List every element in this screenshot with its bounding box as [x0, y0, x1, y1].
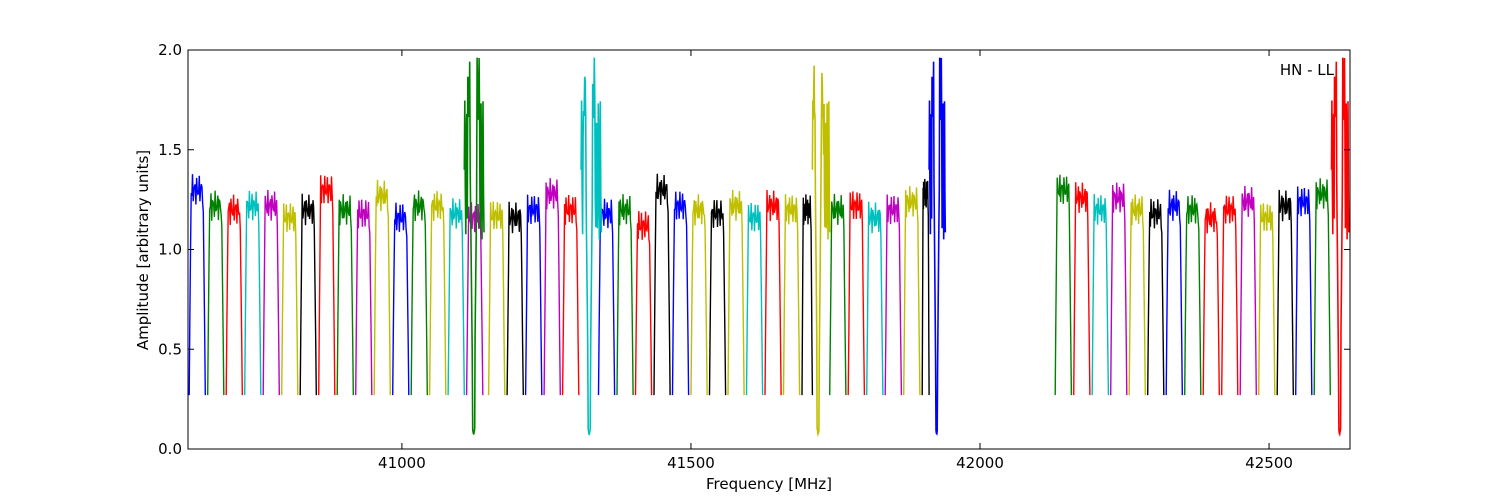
annotation-label: HN - LL: [1280, 61, 1335, 79]
series-line: [1072, 182, 1091, 396]
series-line: [281, 203, 299, 396]
series-line: [207, 190, 225, 396]
series-line: [225, 194, 243, 396]
series-line: [262, 189, 280, 396]
series-line: [634, 211, 653, 396]
series-line: [1054, 174, 1073, 396]
y-axis-label: Amplitude [arbitrary units]: [134, 150, 152, 350]
series-line: [921, 178, 930, 396]
series-line: [1165, 189, 1184, 396]
series-line: [299, 193, 317, 396]
series-line: [355, 199, 373, 396]
rfi-spike-line: [928, 57, 947, 436]
y-tick-label: 1.5: [158, 141, 182, 159]
series-line: [653, 173, 671, 396]
series-line: [244, 190, 262, 396]
series-line: [782, 194, 801, 396]
series-line: [392, 202, 410, 396]
series-line: [1220, 195, 1239, 396]
series-line: [188, 174, 206, 396]
series-line: [487, 201, 506, 396]
series-line: [801, 194, 814, 396]
y-axis-ticks: 0.0 0.5 1.0 1.5 2.0: [158, 41, 1350, 458]
series-line: [1294, 186, 1313, 396]
series-line: [884, 194, 903, 396]
series-line: [410, 190, 428, 396]
x-axis-ticks: 41000 41500 42000 42500: [378, 50, 1293, 472]
y-tick-label: 2.0: [158, 41, 182, 59]
series-line: [847, 191, 866, 396]
y-tick-label: 1.0: [158, 241, 182, 259]
series-line: [561, 194, 580, 396]
plot-frame: [187, 49, 1351, 450]
x-tick-label: 41000: [378, 454, 426, 472]
series-line: [543, 178, 561, 396]
x-axis-label: Frequency [MHz]: [706, 475, 832, 493]
series-line: [318, 175, 336, 396]
series-line: [447, 198, 465, 396]
series-line: [1183, 195, 1202, 396]
series-line: [1202, 202, 1221, 396]
series-layer: [188, 57, 1350, 438]
series-line: [690, 194, 708, 396]
series-line: [1128, 194, 1147, 396]
series-line: [1109, 182, 1128, 396]
series-line: [1146, 198, 1165, 396]
series-line: [524, 194, 543, 396]
series-line: [336, 194, 354, 396]
series-line: [1239, 185, 1258, 396]
series-line: [616, 194, 634, 396]
y-tick-label: 0.0: [158, 440, 182, 458]
x-tick-label: 42000: [956, 454, 1004, 472]
series-line: [1313, 178, 1332, 396]
series-line: [903, 186, 921, 396]
rfi-spike-line: [580, 57, 603, 436]
series-line: [727, 189, 745, 396]
series-line: [506, 201, 524, 396]
series-line: [1257, 203, 1276, 396]
series-line: [1091, 193, 1110, 396]
series-line: [764, 189, 782, 396]
series-line: [428, 191, 447, 396]
series-line: [866, 201, 884, 396]
series-line: [1276, 189, 1295, 396]
series-line: [373, 179, 391, 396]
rfi-spike-line: [811, 65, 831, 438]
series-line: [708, 200, 727, 396]
x-tick-label: 42500: [1245, 454, 1293, 472]
series-line: [671, 191, 690, 396]
x-tick-label: 41500: [667, 454, 715, 472]
y-tick-label: 0.5: [158, 340, 182, 358]
rfi-spike-line: [463, 57, 485, 435]
series-line: [745, 202, 764, 396]
rfi-spike-line: [1330, 57, 1350, 437]
series-line: [829, 193, 847, 396]
